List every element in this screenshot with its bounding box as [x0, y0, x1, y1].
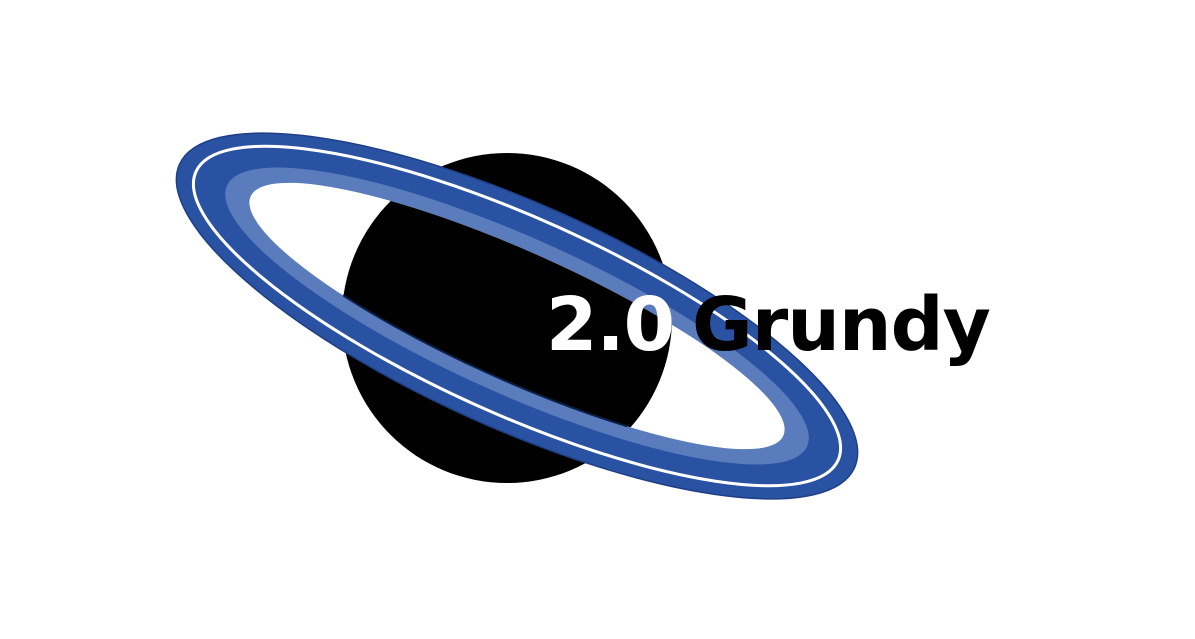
ringed-planet-icon	[175, 132, 859, 500]
brand-name: Grundy	[692, 282, 990, 368]
version-label: 2.0	[546, 282, 674, 368]
